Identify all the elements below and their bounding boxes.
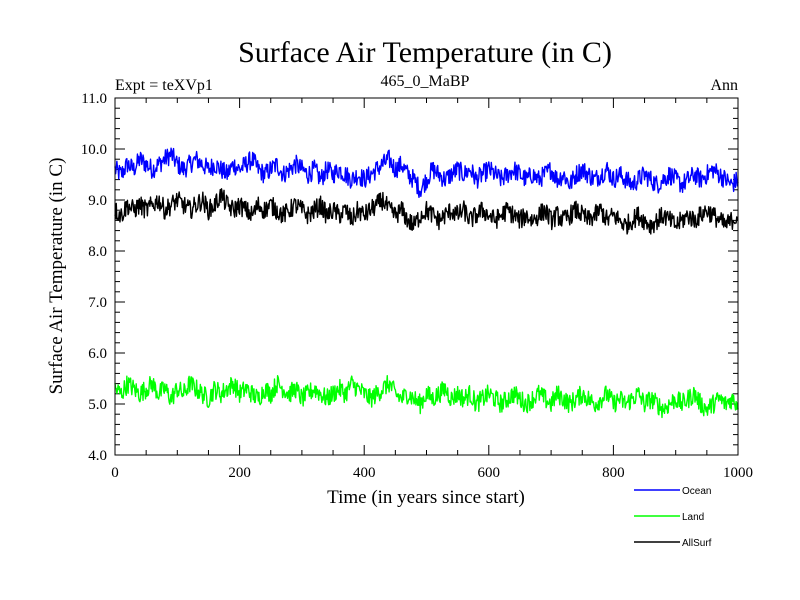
x-axis-label: Time (in years since start) bbox=[327, 487, 525, 508]
period-label: 465_0_MaBP bbox=[381, 73, 470, 90]
y-tick-label: 5.0 bbox=[88, 397, 107, 413]
x-tick-label: 0 bbox=[111, 465, 119, 481]
legend-label-ocean: Ocean bbox=[682, 486, 711, 497]
legend: Ocean Land AllSurf bbox=[634, 486, 712, 549]
chart-title: Surface Air Temperature (in C) bbox=[238, 36, 612, 69]
x-tick-label: 1000 bbox=[723, 465, 753, 481]
season-label: Ann bbox=[710, 77, 738, 94]
y-tick-label: 7.0 bbox=[88, 295, 107, 311]
plot-frame bbox=[114, 97, 739, 456]
legend-label-allsurf: AllSurf bbox=[682, 538, 712, 549]
x-tick-label: 200 bbox=[228, 465, 251, 481]
series-line-allsurf bbox=[114, 188, 739, 235]
series-layer bbox=[114, 147, 739, 419]
y-tick-label: 4.0 bbox=[88, 448, 107, 464]
x-tick-label: 600 bbox=[478, 465, 501, 481]
y-tick-label: 9.0 bbox=[88, 193, 107, 209]
y-tick-label: 10.0 bbox=[81, 142, 107, 158]
y-axis-label: Surface Air Temperature (in C) bbox=[46, 158, 67, 395]
x-tick-label: 400 bbox=[353, 465, 376, 481]
legend-label-land: Land bbox=[682, 512, 704, 523]
y-tick-label: 11.0 bbox=[81, 91, 107, 107]
x-tick-label: 800 bbox=[602, 465, 625, 481]
y-tick-label: 6.0 bbox=[88, 346, 107, 362]
series-line-land bbox=[114, 374, 739, 419]
x-tick-labels: 0 200 400 600 800 1000 bbox=[111, 465, 753, 481]
experiment-label: Expt = teXVp1 bbox=[115, 77, 213, 94]
series-line-ocean bbox=[114, 147, 739, 199]
axis-ticks bbox=[114, 97, 739, 456]
y-tick-labels: 4.0 5.0 6.0 7.0 8.0 9.0 10.0 11.0 bbox=[81, 91, 107, 464]
y-tick-label: 8.0 bbox=[88, 244, 107, 260]
